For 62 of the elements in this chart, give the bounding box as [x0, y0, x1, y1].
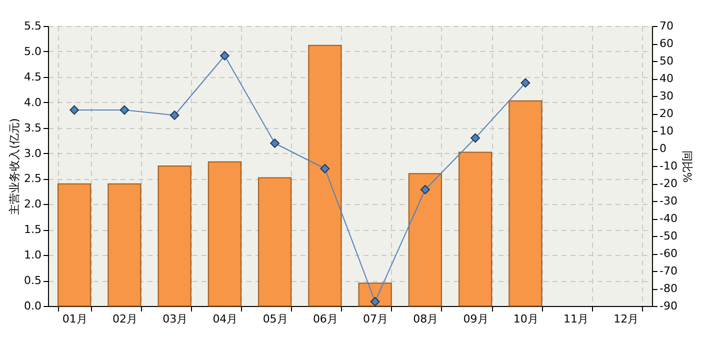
- y2-tick-label: 30: [660, 90, 674, 102]
- y2-tick-label: -80: [660, 282, 678, 295]
- x-tick-label: 10月: [513, 312, 538, 326]
- y2-tick-label: -10: [660, 160, 678, 172]
- x-tick-label: 12月: [614, 312, 639, 326]
- y-tick-label: 3.5: [24, 121, 42, 134]
- y2-tick-label: 60: [660, 37, 674, 50]
- point: [420, 184, 430, 194]
- y2-tick-label: -50: [660, 230, 678, 242]
- point: [520, 78, 530, 88]
- y-tick-label: 1.5: [24, 223, 42, 236]
- x-tick-label: 04月: [212, 312, 238, 326]
- y2-tick-label: -90: [660, 300, 678, 312]
- y2-tick-label: -40: [660, 212, 678, 225]
- x-tick-label: 01月: [62, 312, 88, 326]
- bar: [458, 152, 492, 306]
- y2-tick-label: -70: [660, 264, 678, 278]
- y2-tick-label: 20: [660, 107, 674, 120]
- bar: [508, 100, 542, 306]
- y-tick-label: 5.0: [24, 44, 42, 58]
- x-tick-label: 05月: [262, 312, 288, 326]
- y-tick-label: 4.5: [24, 70, 42, 84]
- point: [270, 138, 280, 148]
- x-tick-label: 03月: [162, 312, 188, 326]
- y-tick-label: 1.0: [24, 248, 42, 262]
- y-tick-label: 2.5: [24, 172, 42, 186]
- y-tick-label: 2.0: [24, 198, 42, 211]
- point: [170, 110, 180, 120]
- x-tick-label: 02月: [112, 312, 138, 326]
- bar: [58, 183, 92, 306]
- y2-tick-label: -60: [660, 247, 678, 260]
- y2-tick-label: 10: [660, 124, 674, 138]
- y-tick-label: 0.0: [24, 300, 42, 312]
- y2-tick-label: -20: [660, 177, 678, 190]
- point: [320, 164, 330, 174]
- y2-tick-label: 40: [660, 72, 674, 85]
- x-tick-label: 06月: [312, 312, 338, 326]
- y-tick-label: 5.5: [24, 20, 42, 32]
- point: [470, 133, 480, 143]
- y2-tick-label: -30: [660, 194, 678, 208]
- y2-tick-label: 70: [660, 20, 674, 32]
- x-tick-label: 07月: [363, 312, 388, 326]
- y-axis-title: 主营业务收入(亿元): [8, 118, 22, 215]
- y-tick-label: 0.5: [24, 274, 42, 288]
- bar: [208, 161, 242, 306]
- point: [70, 105, 79, 115]
- bar: [308, 44, 342, 306]
- bar: [408, 173, 442, 306]
- x-tick-label: 11月: [564, 312, 589, 326]
- bar: [258, 177, 292, 306]
- point: [370, 296, 380, 306]
- x-tick-label: 08月: [413, 312, 438, 326]
- bar: [158, 166, 192, 306]
- y-tick-label: 3.0: [24, 146, 42, 160]
- x-tick-label: 09月: [463, 312, 488, 326]
- y2-tick-label: 50: [660, 54, 674, 68]
- bar: [108, 183, 142, 306]
- y2-axis-title: 同比%: [680, 150, 694, 183]
- point: [220, 51, 230, 60]
- y-tick-label: 4.0: [24, 96, 42, 109]
- point: [120, 105, 130, 115]
- y2-tick-label: 0: [660, 142, 666, 155]
